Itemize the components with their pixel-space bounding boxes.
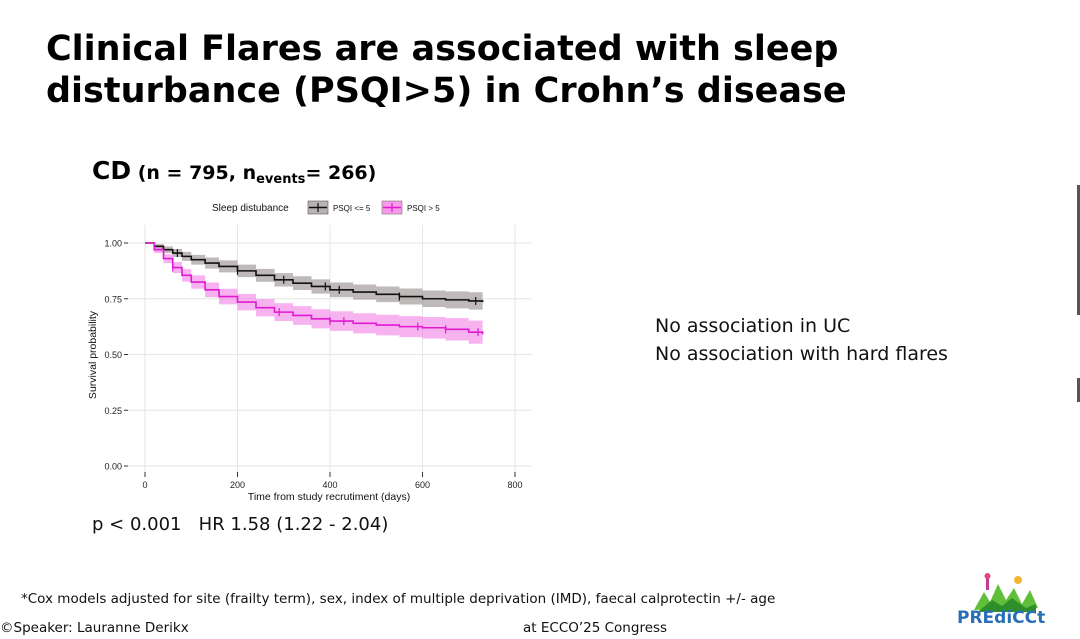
- confidence-band-psqi-gt5: [145, 243, 483, 347]
- x-tick-label: 600: [415, 480, 430, 490]
- survival-curve-psqi-gt5: [145, 242, 484, 335]
- x-tick-label: 0: [142, 480, 147, 490]
- confidence-bands: [145, 243, 483, 347]
- chart-legend: Sleep distubance PSQI <= 5 PSQI > 5: [212, 200, 440, 215]
- cohort-events-subscript: events: [256, 172, 306, 187]
- x-tick-label: 200: [230, 480, 245, 490]
- y-tick-label: 0.50: [104, 350, 122, 360]
- legend-label-psqi-le5: PSQI <= 5: [333, 204, 371, 213]
- speaker-credit: ©Speaker: Lauranne Derikx: [0, 620, 189, 636]
- chart-axes: 0.00 0.25 0.50 0.75 1.00 0 200 400 600 800: [104, 239, 522, 491]
- note-uc: No association in UC: [655, 315, 851, 337]
- legend-label-psqi-gt5: PSQI > 5: [407, 204, 440, 213]
- y-axis-label: Survival probability: [87, 310, 99, 399]
- notes-block: No association in UC No association with…: [655, 312, 948, 368]
- edge-decoration: [1077, 185, 1080, 315]
- y-tick-label: 0.00: [104, 462, 122, 472]
- slide-title-line1: Clinical Flares are associated with slee…: [46, 29, 839, 69]
- logo-text: PREdiCCt: [957, 608, 1046, 628]
- congress-label: at ECCO’25 Congress: [523, 620, 668, 636]
- survival-curve-psqi-le5: [145, 242, 484, 303]
- x-axis-label: Time from study recrutiment (days): [248, 491, 410, 503]
- predicct-logo-icon: [974, 573, 1038, 612]
- stats-line: p < 0.001 HR 1.58 (1.22 - 2.04): [92, 514, 388, 535]
- x-tick-label: 800: [507, 480, 522, 490]
- cohort-heading: CD (n = 795, nevents= 266): [92, 156, 376, 187]
- y-tick-label: 0.25: [104, 406, 122, 416]
- hazard-ratio: HR 1.58 (1.22 - 2.04): [198, 514, 389, 535]
- cohort-label: CD: [92, 156, 132, 185]
- slide-title-line2: disturbance (PSQI>5) in Crohn’s disease: [46, 71, 847, 111]
- slide-title: Clinical Flares are associated with slee…: [46, 28, 1006, 112]
- chart-grid: [128, 225, 532, 472]
- y-tick-label: 1.00: [104, 239, 122, 249]
- footnote: *Cox models adjusted for site (frailty t…: [21, 591, 776, 607]
- cohort-events: = 266): [305, 162, 377, 184]
- x-tick-label: 400: [322, 480, 337, 490]
- legend-title: Sleep distubance: [212, 203, 289, 214]
- edge-decoration: [1077, 378, 1080, 402]
- survival-curves: [145, 242, 484, 335]
- note-hard-flares: No association with hard flares: [655, 343, 948, 365]
- censor-marks: [172, 249, 479, 337]
- y-tick-label: 0.75: [104, 294, 122, 304]
- cohort-n: (n = 795, n: [131, 162, 257, 184]
- p-value: p < 0.001: [92, 514, 182, 535]
